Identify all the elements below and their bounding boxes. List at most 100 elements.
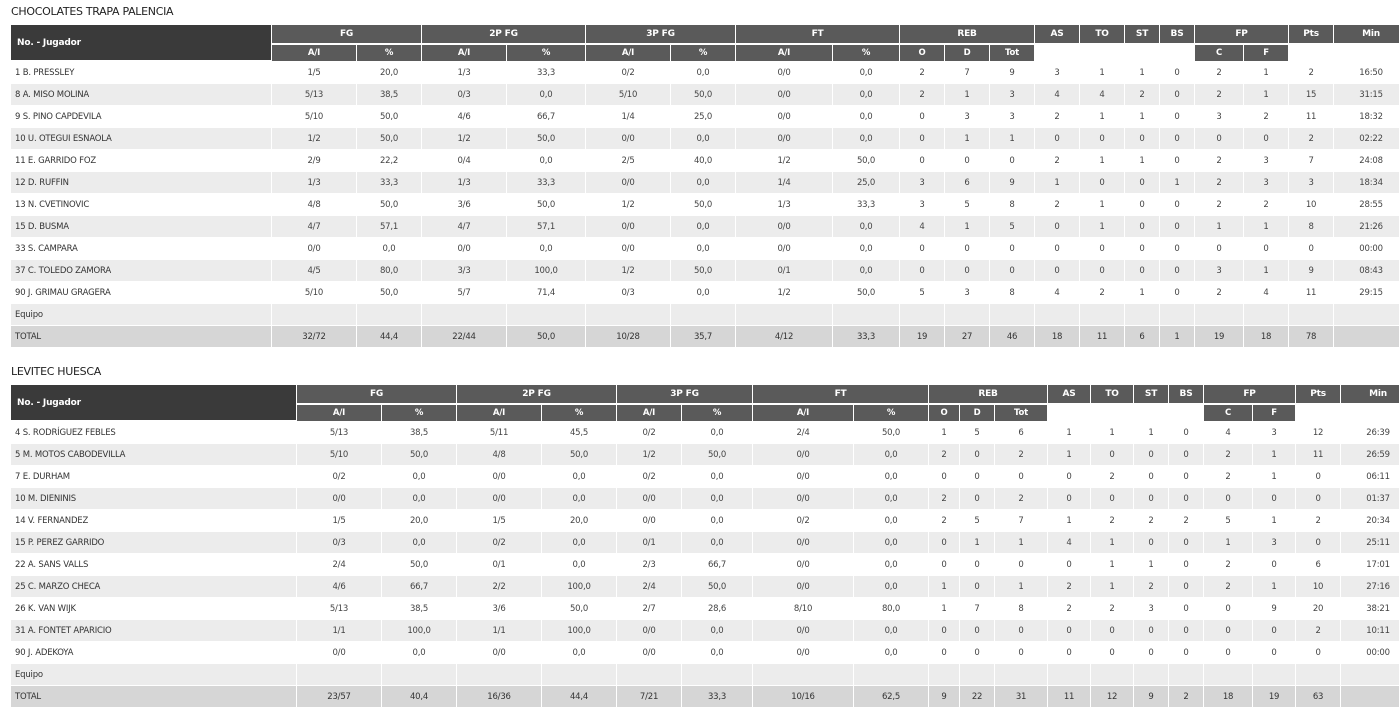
- stat-cell: 25,0: [671, 106, 736, 127]
- stat-cell: 4/5: [272, 260, 356, 281]
- box-score-table: No. - Jugador FG 2P FG 3P FG FT REB AS TO ST BS FP…: [10, 384, 1399, 708]
- box-score-table: No. - Jugador FG 2P FG 3P FG FT REB AS TO ST BS FP…: [10, 24, 1399, 348]
- stat-cell: 20,0: [382, 510, 457, 531]
- stat-cell: 17:01: [1341, 554, 1399, 575]
- stat-cell: 33,3: [357, 172, 422, 193]
- stat-cell: 2: [1289, 128, 1334, 149]
- stat-cell: 1/1: [297, 620, 381, 641]
- team-title: LEVITEC HUESCA: [11, 365, 101, 378]
- stat-cell: 2: [1091, 510, 1134, 531]
- player-name: 25 C. MARZO CHECA: [11, 576, 296, 597]
- equipo-cell: [617, 664, 682, 685]
- stat-cell: 3: [1253, 422, 1296, 443]
- stat-cell: 50,0: [507, 194, 586, 215]
- stat-cell: 4: [1048, 532, 1091, 553]
- stat-cell: 6: [995, 422, 1048, 443]
- stat-cell: 0: [1080, 238, 1125, 259]
- stat-cell: 0: [1160, 216, 1195, 237]
- stat-cell: 0/2: [753, 510, 854, 531]
- total-label: TOTAL: [11, 686, 296, 707]
- group-header-row: No. - Jugador FG 2P FG 3P FG FT REB AS TO ST BS FP…: [11, 25, 1399, 61]
- stat-cell: 0,0: [671, 216, 736, 237]
- player-row: 26 K. VAN WIJK 5/13 38,5 3/6 50,0 2/7 28,6 8/10…: [11, 598, 1399, 619]
- total-cell: 19: [1195, 326, 1244, 347]
- stat-cell: 0: [1035, 128, 1080, 149]
- player-name: 7 E. DURHAM: [11, 466, 296, 487]
- group-header-st: ST: [1134, 385, 1169, 404]
- stat-cell: 100,0: [382, 620, 457, 641]
- stat-cell: 2: [929, 510, 960, 531]
- sub-header-empty: [1296, 405, 1341, 421]
- player-row: 12 D. RUFFIN 1/3 33,3 1/3 33,3 0/0 0,0 1/4 25,0 3…: [11, 172, 1399, 193]
- player-row: 10 U. OTEGUI ESNAOLA 1/2 50,0 1/2 50,0 0/0 0,0…: [11, 128, 1399, 149]
- stat-cell: 0/0: [736, 128, 833, 149]
- stat-cell: 0: [1160, 282, 1195, 303]
- equipo-cell: [542, 664, 617, 685]
- player-column-header: No. - Jugador: [11, 385, 296, 421]
- equipo-cell: [682, 664, 753, 685]
- stat-cell: 2: [1244, 194, 1289, 215]
- player-name: 10 M. DIENINIS: [11, 488, 296, 509]
- total-cell: 63: [1296, 686, 1341, 707]
- stat-cell: 18:32: [1334, 106, 1399, 127]
- stat-cell: 0: [1125, 238, 1160, 259]
- stat-cell: 11: [1296, 444, 1341, 465]
- equipo-cell: [1169, 664, 1204, 685]
- stat-cell: 0/0: [457, 488, 542, 509]
- stat-cell: 2/4: [297, 554, 381, 575]
- stat-cell: 0/0: [272, 238, 356, 259]
- stat-cell: 1: [1035, 172, 1080, 193]
- stat-cell: 0/0: [736, 106, 833, 127]
- sub-header-ai: A/I: [736, 45, 833, 61]
- stat-cell: 2: [1296, 510, 1341, 531]
- stat-cell: 4/6: [297, 576, 381, 597]
- sub-header-d: D: [945, 45, 990, 61]
- stat-cell: 31:15: [1334, 84, 1399, 105]
- stat-cell: 11: [1289, 106, 1334, 127]
- stat-cell: 1/2: [422, 128, 507, 149]
- stat-cell: 33,3: [507, 172, 586, 193]
- equipo-cell: [357, 304, 422, 325]
- stat-cell: 50,0: [542, 598, 617, 619]
- player-name: 22 A. SANS VALLS: [11, 554, 296, 575]
- group-header-reb: REB: [929, 385, 1048, 404]
- stat-cell: 3: [1253, 532, 1296, 553]
- stat-cell: 3: [945, 282, 990, 303]
- stat-cell: 0,0: [671, 128, 736, 149]
- stat-cell: 1: [1253, 576, 1296, 597]
- stat-cell: 1/2: [586, 260, 671, 281]
- sub-header-f: F: [1253, 405, 1296, 421]
- stat-cell: 00:00: [1334, 238, 1399, 259]
- player-name: 37 C. TOLEDO ZAMORA: [11, 260, 271, 281]
- stat-cell: 2: [1080, 282, 1125, 303]
- stat-cell: 2/2: [457, 576, 542, 597]
- total-cell: 10/16: [753, 686, 854, 707]
- stat-cell: 0,0: [382, 466, 457, 487]
- stat-cell: 2: [1296, 620, 1341, 641]
- stat-cell: 0/0: [736, 84, 833, 105]
- stat-cell: 0: [1253, 642, 1296, 663]
- stat-cell: 5: [900, 282, 945, 303]
- stat-cell: 0,0: [854, 444, 929, 465]
- total-cell: 31: [995, 686, 1048, 707]
- stat-cell: 0: [1035, 260, 1080, 281]
- stat-cell: 0/0: [736, 238, 833, 259]
- player-row: 5 M. MOTOS CABODEVILLA 5/10 50,0 4/8 50,0 1/2…: [11, 444, 1399, 465]
- group-header-3p-fg: 3P FG: [586, 25, 736, 44]
- stat-cell: 1: [1244, 62, 1289, 83]
- equipo-cell: [1048, 664, 1091, 685]
- stat-cell: 0: [1125, 216, 1160, 237]
- group-header-3p-fg: 3P FG: [617, 385, 753, 404]
- player-row: 15 D. BUSMA 4/7 57,1 4/7 57,1 0/0 0,0 0/0 0,0 4 1 5…: [11, 216, 1399, 237]
- stat-cell: 0: [960, 620, 995, 641]
- total-cell: 40,4: [382, 686, 457, 707]
- stat-cell: 0/0: [457, 642, 542, 663]
- stat-cell: 6: [1296, 554, 1341, 575]
- stat-cell: 0,0: [671, 62, 736, 83]
- stat-cell: 20,0: [542, 510, 617, 531]
- stat-cell: 0: [1244, 128, 1289, 149]
- stat-cell: 0/0: [586, 238, 671, 259]
- stat-cell: 0,0: [682, 620, 753, 641]
- stat-cell: 2: [1195, 172, 1244, 193]
- stat-cell: 29:15: [1334, 282, 1399, 303]
